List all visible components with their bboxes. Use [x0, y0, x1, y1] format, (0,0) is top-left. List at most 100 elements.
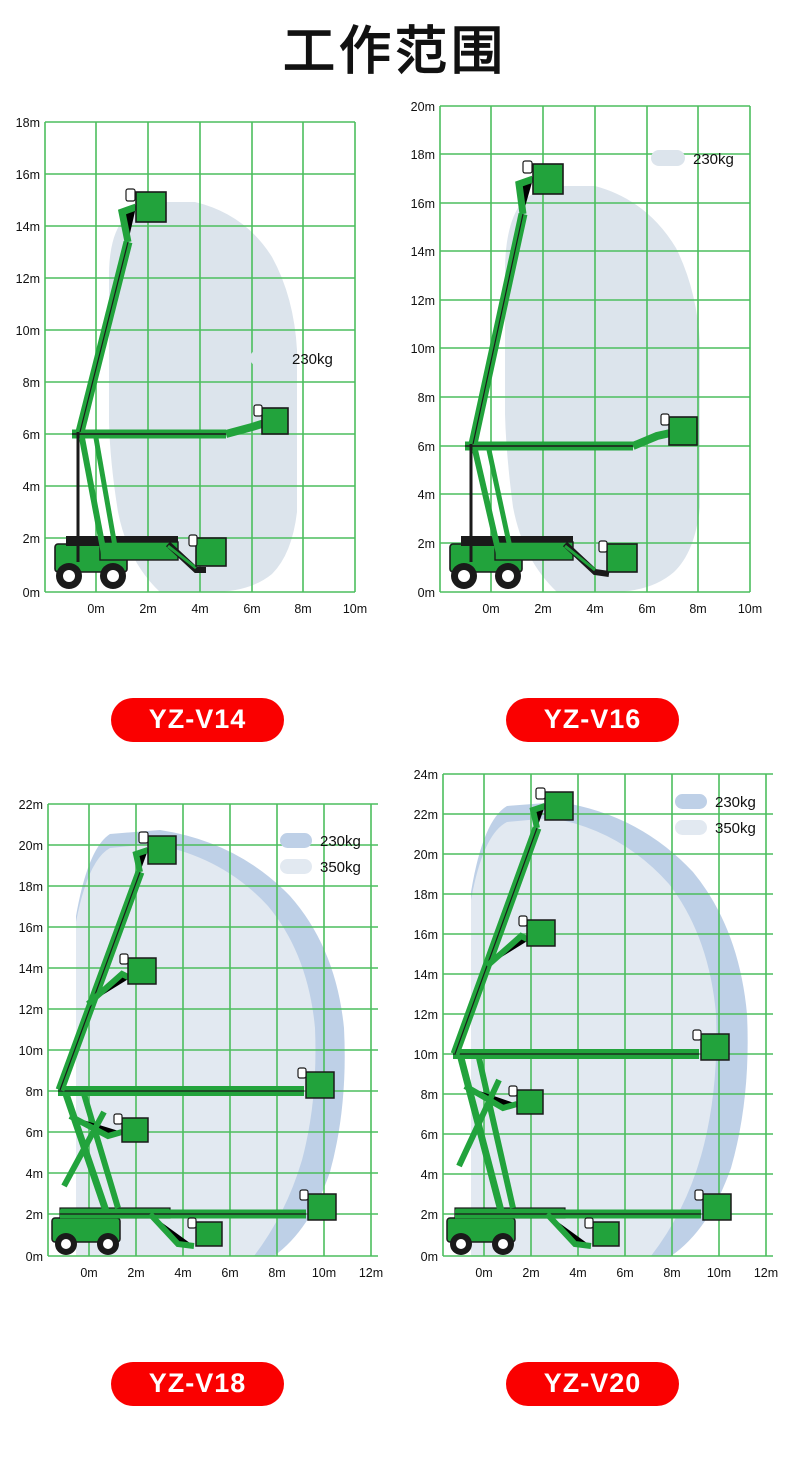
x-tick: 2m — [139, 602, 156, 616]
y-tick: 2m — [418, 537, 435, 551]
y-tick: 2m — [23, 532, 40, 546]
y-tick: 16m — [414, 928, 438, 942]
y-tick: 8m — [421, 1088, 438, 1102]
x-tick: 6m — [638, 602, 655, 616]
x-tick: 6m — [616, 1266, 633, 1280]
y-tick: 2m — [26, 1208, 43, 1222]
plot-area-yz-v18: 230kg 350kg 22m 20m 18m 16m 14m 12m 10m … — [19, 798, 383, 1280]
x-tick: 6m — [221, 1266, 238, 1280]
chart-yz-v18: 230kg 350kg 22m 20m 18m 16m 14m 12m 10m … — [0, 756, 395, 1356]
y-tick: 16m — [411, 197, 435, 211]
legend-label: 230kg — [715, 794, 756, 811]
machine-horizontal-yz-v16 — [465, 413, 698, 562]
y-tick: 20m — [19, 839, 43, 853]
plot-area-yz-v14: 230kg 18m 16m 14m 12m 10m 8m 6m 4m 2m 0m — [16, 116, 367, 616]
x-tick: 8m — [268, 1266, 285, 1280]
x-tick: 4m — [586, 602, 603, 616]
machine-low-reach-yz-v18 — [60, 1189, 337, 1249]
machine-raised-yz-v16 — [468, 160, 564, 445]
y-axis-labels: 24m 22m 20m 18m 16m 14m 12m 10m 8m 6m 4m… — [414, 768, 438, 1264]
chart-card-yz-v16: 230kg 20m 18m 16m 14m 12m 10m 8m 6m 4m 2… — [395, 92, 790, 756]
y-axis-labels: 22m 20m 18m 16m 14m 12m 10m 8m 6m 4m 2m … — [19, 798, 43, 1264]
y-tick: 8m — [23, 376, 40, 390]
legend-label: 230kg — [292, 351, 333, 368]
y-tick: 0m — [23, 586, 40, 600]
envelope-230kg — [505, 186, 700, 592]
x-tick: 2m — [522, 1266, 539, 1280]
plot-area-yz-v20: 230kg 350kg 24m 22m 20m 18m 16m 14m 12m … — [414, 768, 778, 1280]
model-badge-row-yz-v14: YZ-V14 — [0, 698, 395, 743]
machine-raised-yz-v20 — [450, 787, 574, 1056]
legend-yz-v16: 230kg — [651, 150, 734, 168]
y-tick: 24m — [414, 768, 438, 782]
machine-horizontal-yz-v14 — [72, 404, 289, 562]
y-tick: 20m — [411, 100, 435, 114]
y-tick: 10m — [414, 1048, 438, 1062]
envelope-230kg — [109, 202, 297, 592]
model-badge-yz-v14[interactable]: YZ-V14 — [110, 698, 285, 743]
model-badge-row-yz-v18: YZ-V18 — [0, 1362, 395, 1407]
y-tick: 14m — [411, 245, 435, 259]
y-tick: 8m — [418, 391, 435, 405]
y-tick: 18m — [16, 116, 40, 130]
model-badge-yz-v20[interactable]: YZ-V20 — [505, 1362, 680, 1407]
envelopes-yz-v20 — [471, 802, 748, 1256]
y-tick: 18m — [411, 148, 435, 162]
plot-area-yz-v16: 230kg 20m 18m 16m 14m 12m 10m 8m 6m 4m 2… — [411, 100, 762, 616]
machine-raised-yz-v18 — [55, 831, 177, 1092]
y-tick: 16m — [16, 168, 40, 182]
y-axis-labels: 20m 18m 16m 14m 12m 10m 8m 6m 4m 2m 0m — [411, 100, 435, 600]
chart-yz-v16: 230kg 20m 18m 16m 14m 12m 10m 8m 6m 4m 2… — [395, 92, 790, 692]
x-axis-labels: 0m 2m 4m 6m 8m 10m 12m — [80, 1266, 383, 1280]
legend-yz-v14: 230kg — [250, 350, 333, 368]
model-badge-row-yz-v20: YZ-V20 — [395, 1362, 790, 1407]
x-tick: 10m — [343, 602, 367, 616]
x-tick: 2m — [127, 1266, 144, 1280]
x-axis-labels: 0m 2m 4m 6m 8m 10m 12m — [475, 1266, 778, 1280]
x-tick: 12m — [754, 1266, 778, 1280]
legend-label: 230kg — [320, 833, 361, 850]
y-tick: 18m — [19, 880, 43, 894]
x-tick: 8m — [663, 1266, 680, 1280]
legend-label: 230kg — [693, 151, 734, 168]
charts-grid: 230kg 18m 16m 14m 12m 10m 8m 6m 4m 2m 0m — [0, 92, 790, 1420]
y-tick: 4m — [26, 1167, 43, 1181]
machine-lowered-yz-v14 — [54, 534, 227, 589]
y-tick: 22m — [19, 798, 43, 812]
x-tick: 10m — [312, 1266, 336, 1280]
model-badge-yz-v18[interactable]: YZ-V18 — [110, 1362, 285, 1407]
working-range-diagram-yz-v16: 230kg 20m 18m 16m 14m 12m 10m 8m 6m 4m 2… — [411, 100, 762, 616]
page-title: 工作范围 — [282, 23, 507, 81]
model-badge-yz-v16[interactable]: YZ-V16 — [505, 698, 680, 743]
x-tick: 6m — [243, 602, 260, 616]
x-tick: 4m — [569, 1266, 586, 1280]
model-badge-row-yz-v16: YZ-V16 — [395, 698, 790, 743]
grid-lines — [439, 105, 751, 593]
chart-card-yz-v18: 230kg 350kg 22m 20m 18m 16m 14m 12m 10m … — [0, 756, 395, 1420]
x-tick: 8m — [294, 602, 311, 616]
machine-lowered-yz-v16 — [449, 536, 638, 589]
x-axis-labels: 0m 2m 4m 6m 8m 10m — [482, 602, 762, 616]
y-tick: 14m — [19, 962, 43, 976]
y-axis-labels: 18m 16m 14m 12m 10m 8m 6m 4m 2m 0m — [16, 116, 40, 600]
y-tick: 6m — [23, 428, 40, 442]
y-tick: 16m — [19, 921, 43, 935]
y-tick: 12m — [414, 1008, 438, 1022]
machine-mid-reach-yz-v18 — [58, 1067, 335, 1213]
working-range-diagram-yz-v18: 230kg 350kg 22m 20m 18m 16m 14m 12m 10m … — [19, 798, 383, 1280]
x-tick: 0m — [80, 1266, 97, 1280]
x-tick: 8m — [689, 602, 706, 616]
chart-card-yz-v20: 230kg 350kg 24m 22m 20m 18m 16m 14m 12m … — [395, 756, 790, 1420]
chart-card-yz-v14: 230kg 18m 16m 14m 12m 10m 8m 6m 4m 2m 0m — [0, 92, 395, 756]
machine-mid-reach-yz-v20 — [453, 1029, 730, 1212]
x-tick: 4m — [174, 1266, 191, 1280]
legend-label: 350kg — [320, 859, 361, 876]
y-tick: 18m — [414, 888, 438, 902]
x-tick: 12m — [359, 1266, 383, 1280]
working-range-diagram-yz-v20: 230kg 350kg 24m 22m 20m 18m 16m 14m 12m … — [414, 768, 778, 1280]
y-tick: 6m — [421, 1128, 438, 1142]
y-tick: 12m — [411, 294, 435, 308]
y-tick: 12m — [19, 1003, 43, 1017]
y-tick: 20m — [414, 848, 438, 862]
legend-label: 350kg — [715, 820, 756, 837]
